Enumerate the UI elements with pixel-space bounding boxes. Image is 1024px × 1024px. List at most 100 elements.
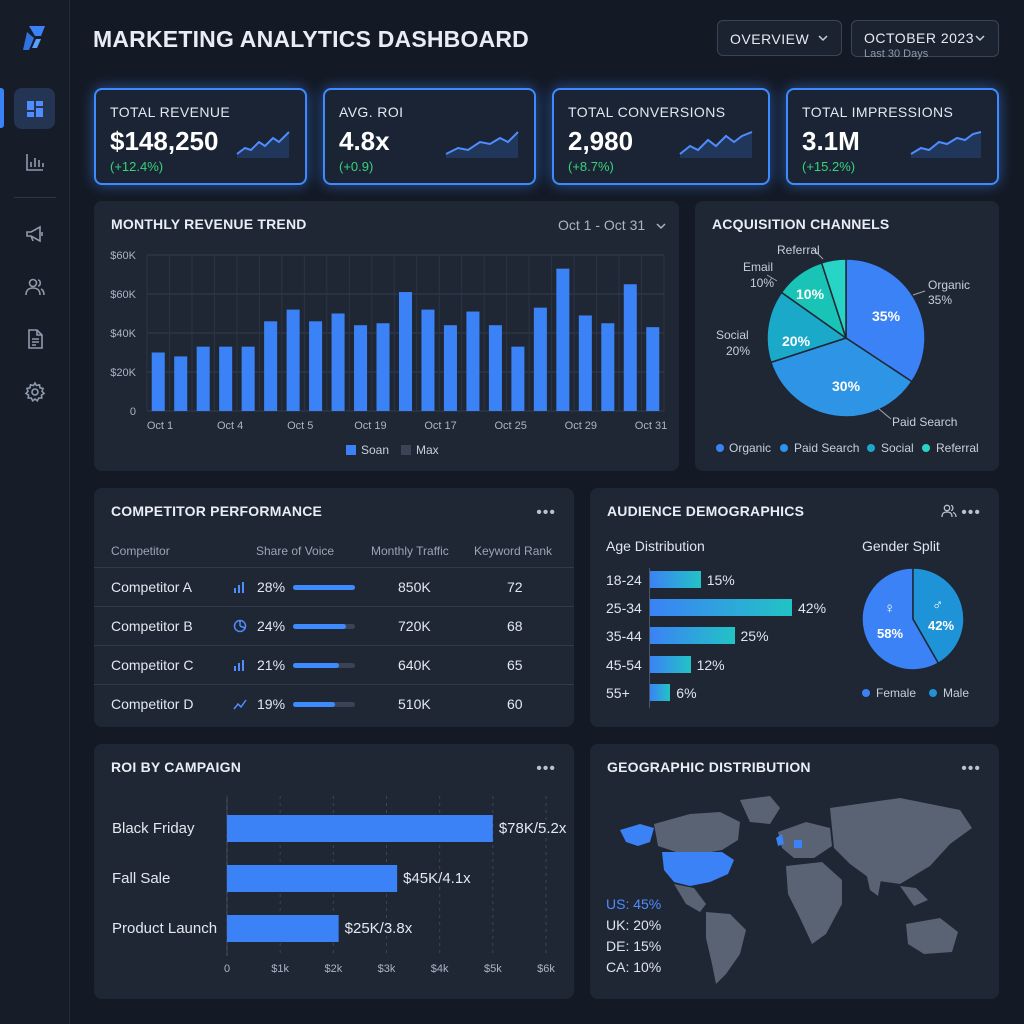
trend-icon (233, 699, 247, 710)
age-pct: 12% (696, 657, 725, 673)
legend-label: Referral (936, 441, 979, 455)
sov-bar (293, 585, 355, 590)
kpi-change: (+0.9) (339, 159, 374, 174)
card-title: AUDIENCE DEMOGRAPHICS (607, 503, 805, 519)
more-menu-button[interactable]: ••• (536, 760, 556, 777)
kpi-card-conversions[interactable]: TOTAL CONVERSIONS 2,980 (+8.7%) (552, 88, 770, 185)
kpi-change: (+8.7%) (568, 159, 614, 174)
age-label: 55+ (606, 685, 630, 701)
card-title: MONTHLY REVENUE TREND (111, 216, 307, 232)
channels-legend: Organic Paid Search Social Referral (716, 441, 996, 457)
rank-value: 68 (507, 618, 523, 634)
sparkline-icon (445, 131, 519, 158)
sparkline-icon (236, 131, 290, 158)
callout-email: Email (743, 260, 774, 274)
map-region-alaska (620, 824, 654, 846)
users-icon[interactable] (941, 503, 957, 519)
users-icon (24, 278, 45, 295)
kpi-value: 2,980 (568, 126, 634, 156)
table-row[interactable]: Competitor D 19% 510K 60 (94, 684, 574, 723)
table-row[interactable]: Competitor A 28% 850K 72 (94, 567, 574, 606)
age-bar (650, 684, 671, 701)
revenue-bar (331, 313, 345, 411)
more-menu-button[interactable]: ••• (536, 504, 556, 521)
sidebar-item-dashboard[interactable] (14, 88, 55, 129)
slice-label: 30% (832, 378, 861, 394)
bar-chart-icon (234, 660, 244, 671)
view-select-label: OVERVIEW (730, 31, 810, 47)
campaign-label: Fall Sale (112, 870, 171, 887)
map-region-south-america (706, 912, 746, 984)
sidebar-item-reports[interactable] (14, 318, 55, 359)
table-row[interactable]: Competitor C 21% 640K 65 (94, 645, 574, 684)
kpi-value: 3.1M (802, 126, 860, 156)
age-pct: 15% (706, 572, 735, 588)
chevron-down-icon (975, 35, 985, 42)
x-tick-label: $2k (324, 963, 342, 975)
legend-swatch (401, 445, 411, 455)
x-tick-label: 0 (224, 963, 230, 975)
sov-value: 21% (257, 657, 286, 673)
roi-bar (227, 915, 339, 942)
legend-label: Max (416, 443, 439, 457)
table-row[interactable]: Competitor B 24% 720K 68 (94, 606, 574, 645)
sov-bar-fill (293, 663, 339, 668)
callout-referral: Referral (777, 243, 820, 257)
traffic-value: 720K (398, 618, 431, 634)
age-pct: 42% (798, 600, 827, 616)
kpi-card-revenue[interactable]: TOTAL REVENUE $148,250 (+12.4%) (94, 88, 307, 185)
map-region-mexico (674, 884, 706, 912)
sidebar-item-settings[interactable] (14, 371, 55, 412)
logo-icon (23, 26, 45, 50)
callout-organic: Organic (928, 278, 971, 292)
competitor-performance-card: COMPETITOR PERFORMANCE ••• Competitor Sh… (94, 488, 574, 727)
more-menu-button[interactable]: ••• (961, 504, 981, 521)
sidebar-item-audience[interactable] (14, 266, 55, 307)
audience-demographics-card: AUDIENCE DEMOGRAPHICS ••• Age Distributi… (590, 488, 999, 727)
document-icon (27, 328, 43, 349)
callout-line (766, 274, 778, 282)
revenue-bar (578, 315, 592, 411)
kpi-card-impressions[interactable]: TOTAL IMPRESSIONS 3.1M (+15.2%) (786, 88, 999, 185)
sov-bar (293, 663, 355, 668)
column-header: Monthly Traffic (371, 544, 449, 558)
age-bar (650, 599, 792, 616)
age-bar (650, 656, 691, 673)
campaign-label: Product Launch (112, 920, 218, 937)
x-tick-label: $1k (271, 963, 289, 975)
revenue-bar (421, 309, 435, 411)
kpi-card-roi[interactable]: AVG. ROI 4.8x (+0.9) (323, 88, 536, 185)
geographic-distribution-card: GEOGRAPHIC DISTRIBUTION ••• US: 45% UK: … (590, 744, 999, 999)
sparkline-icon (910, 131, 982, 158)
date-range-dropdown[interactable]: Oct 1 - Oct 31 (558, 217, 667, 233)
sidebar-item-campaigns[interactable] (14, 213, 55, 254)
campaign-value: $25K/3.8x (344, 920, 413, 937)
callout-line (912, 290, 926, 296)
date-range-select[interactable]: OCTOBER 2023 Last 30 Days (851, 20, 999, 60)
sidebar (0, 0, 70, 1024)
more-menu-button[interactable]: ••• (961, 760, 981, 777)
y-tick-label: $40K (110, 328, 136, 340)
legend-label: Organic (729, 441, 772, 455)
column-header: Keyword Rank (474, 544, 553, 558)
rank-value: 60 (507, 696, 523, 712)
pie-slice-male (912, 567, 965, 665)
y-tick-label: 0 (130, 406, 136, 418)
age-bar (650, 627, 735, 644)
age-axis (649, 568, 650, 708)
sidebar-item-analytics[interactable] (14, 141, 55, 182)
campaign-value: $78K/5.2x (498, 820, 567, 837)
traffic-value: 510K (398, 696, 431, 712)
callout-line (812, 248, 824, 260)
bar-chart-icon (234, 582, 244, 593)
revenue-bar (286, 309, 300, 411)
callout-social-pct: 20% (726, 344, 751, 358)
x-tick-label: Oct 25 (495, 420, 527, 432)
x-tick-label: Oct 5 (287, 420, 313, 432)
x-tick-label: Oct 17 (424, 420, 456, 432)
pie-slice-female (861, 567, 940, 671)
date-select-label: OCTOBER 2023 (864, 30, 975, 46)
revenue-bar (354, 325, 368, 411)
sparkline-icon (679, 131, 753, 158)
view-select[interactable]: OVERVIEW (717, 20, 842, 56)
